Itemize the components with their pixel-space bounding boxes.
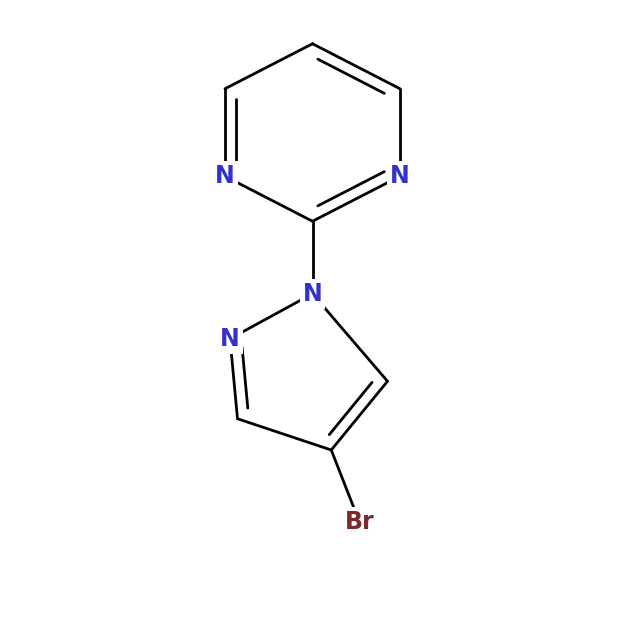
Text: N: N xyxy=(220,327,240,351)
Text: Br: Br xyxy=(344,510,374,534)
Text: N: N xyxy=(302,282,322,306)
Text: N: N xyxy=(215,164,235,188)
Text: N: N xyxy=(390,164,410,188)
